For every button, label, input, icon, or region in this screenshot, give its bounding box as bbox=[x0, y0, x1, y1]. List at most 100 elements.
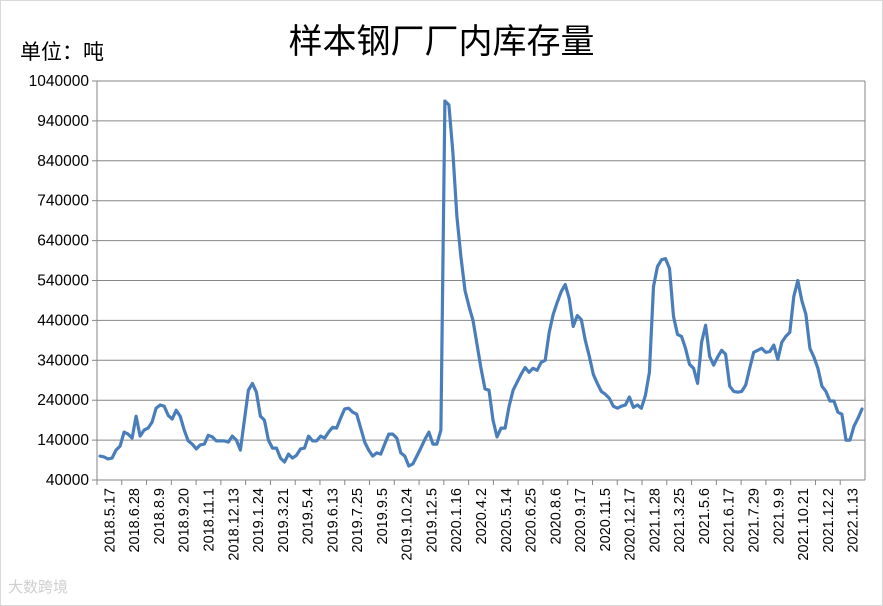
data-point bbox=[515, 381, 519, 384]
data-point bbox=[142, 428, 146, 432]
gridlines bbox=[97, 80, 865, 441]
data-point bbox=[784, 335, 787, 338]
data-point bbox=[672, 315, 675, 318]
data-point bbox=[540, 361, 543, 364]
data-point bbox=[668, 267, 671, 270]
series-layer bbox=[98, 99, 864, 468]
data-point bbox=[644, 394, 647, 397]
data-point bbox=[471, 319, 475, 322]
data-point bbox=[604, 393, 607, 396]
data-point bbox=[183, 428, 186, 432]
data-point bbox=[315, 439, 318, 443]
data-point bbox=[624, 403, 627, 407]
data-point bbox=[584, 339, 587, 342]
data-point bbox=[495, 435, 499, 439]
data-point bbox=[732, 390, 735, 393]
data-point bbox=[279, 456, 282, 460]
data-point bbox=[776, 358, 779, 361]
data-point bbox=[527, 371, 531, 374]
x-tick-label: 2018.8.9 bbox=[152, 488, 168, 544]
data-point bbox=[303, 446, 306, 450]
x-tick-label: 2018.6.28 bbox=[127, 488, 143, 553]
x-tick-label: 2021.10.21 bbox=[796, 488, 812, 561]
data-point bbox=[267, 438, 270, 442]
data-point bbox=[608, 397, 611, 400]
data-point bbox=[311, 439, 314, 443]
data-point bbox=[519, 373, 523, 376]
data-point bbox=[114, 448, 118, 452]
x-tick-label: 2021.3.25 bbox=[672, 488, 688, 553]
data-point bbox=[219, 439, 222, 443]
y-tick-label: 440000 bbox=[37, 312, 89, 329]
data-point bbox=[355, 413, 358, 416]
x-tick-label: 2020.8.6 bbox=[548, 488, 564, 544]
data-point bbox=[708, 355, 711, 358]
data-point bbox=[307, 434, 310, 438]
y-tick-label: 940000 bbox=[37, 113, 89, 130]
x-tick-label: 2020.4.2 bbox=[474, 488, 490, 544]
data-point bbox=[187, 439, 190, 443]
data-point bbox=[616, 407, 619, 410]
y-tick-label: 340000 bbox=[37, 352, 89, 369]
data-point bbox=[848, 438, 852, 442]
data-point bbox=[391, 432, 394, 436]
data-point bbox=[636, 403, 639, 407]
data-point bbox=[535, 369, 539, 372]
data-point bbox=[580, 318, 583, 321]
data-point bbox=[840, 413, 844, 416]
data-point bbox=[287, 452, 290, 456]
data-point bbox=[415, 454, 418, 458]
data-point bbox=[179, 415, 182, 418]
data-point bbox=[572, 325, 575, 328]
data-point bbox=[676, 333, 679, 336]
data-point bbox=[171, 417, 174, 421]
data-point bbox=[255, 391, 258, 394]
x-tick-label: 2018.9.20 bbox=[177, 488, 193, 553]
data-point bbox=[503, 426, 507, 430]
data-point bbox=[195, 447, 198, 451]
data-point bbox=[331, 426, 334, 429]
data-point bbox=[423, 438, 427, 441]
data-point bbox=[451, 151, 455, 154]
unit-label: 单位：吨 bbox=[20, 40, 104, 64]
data-point bbox=[419, 446, 422, 450]
data-point bbox=[688, 363, 691, 366]
data-point bbox=[443, 99, 447, 103]
data-point bbox=[351, 411, 354, 414]
data-point bbox=[728, 385, 731, 388]
data-point bbox=[680, 335, 683, 338]
data-point bbox=[231, 434, 234, 438]
data-point bbox=[363, 440, 366, 444]
data-point bbox=[692, 367, 695, 370]
y-tick-label: 40000 bbox=[46, 472, 89, 489]
series-line bbox=[98, 99, 864, 468]
data-point bbox=[836, 411, 840, 414]
data-point bbox=[756, 349, 759, 352]
data-point bbox=[283, 460, 286, 464]
x-tick-label: 2021.1.28 bbox=[647, 488, 663, 553]
data-point bbox=[844, 438, 848, 442]
data-point bbox=[431, 442, 435, 446]
data-point bbox=[564, 283, 567, 286]
x-tick-label: 2019.10.24 bbox=[400, 488, 416, 561]
data-point bbox=[716, 355, 719, 359]
data-point bbox=[544, 359, 547, 362]
data-point bbox=[203, 442, 206, 446]
data-point bbox=[118, 444, 122, 448]
data-point bbox=[359, 426, 362, 430]
data-point bbox=[407, 464, 410, 468]
data-point bbox=[696, 382, 699, 385]
data-point bbox=[824, 390, 828, 393]
data-point bbox=[648, 371, 651, 374]
y-tick-label: 240000 bbox=[37, 392, 89, 409]
x-tick-label: 2019.1.24 bbox=[251, 488, 267, 553]
data-point bbox=[828, 399, 832, 403]
x-tick-label: 2021.9.9 bbox=[771, 488, 787, 544]
data-point bbox=[664, 257, 667, 260]
data-point bbox=[191, 442, 194, 446]
data-point bbox=[146, 426, 150, 430]
data-point bbox=[106, 457, 110, 461]
data-point bbox=[704, 324, 707, 327]
data-point bbox=[856, 417, 860, 420]
